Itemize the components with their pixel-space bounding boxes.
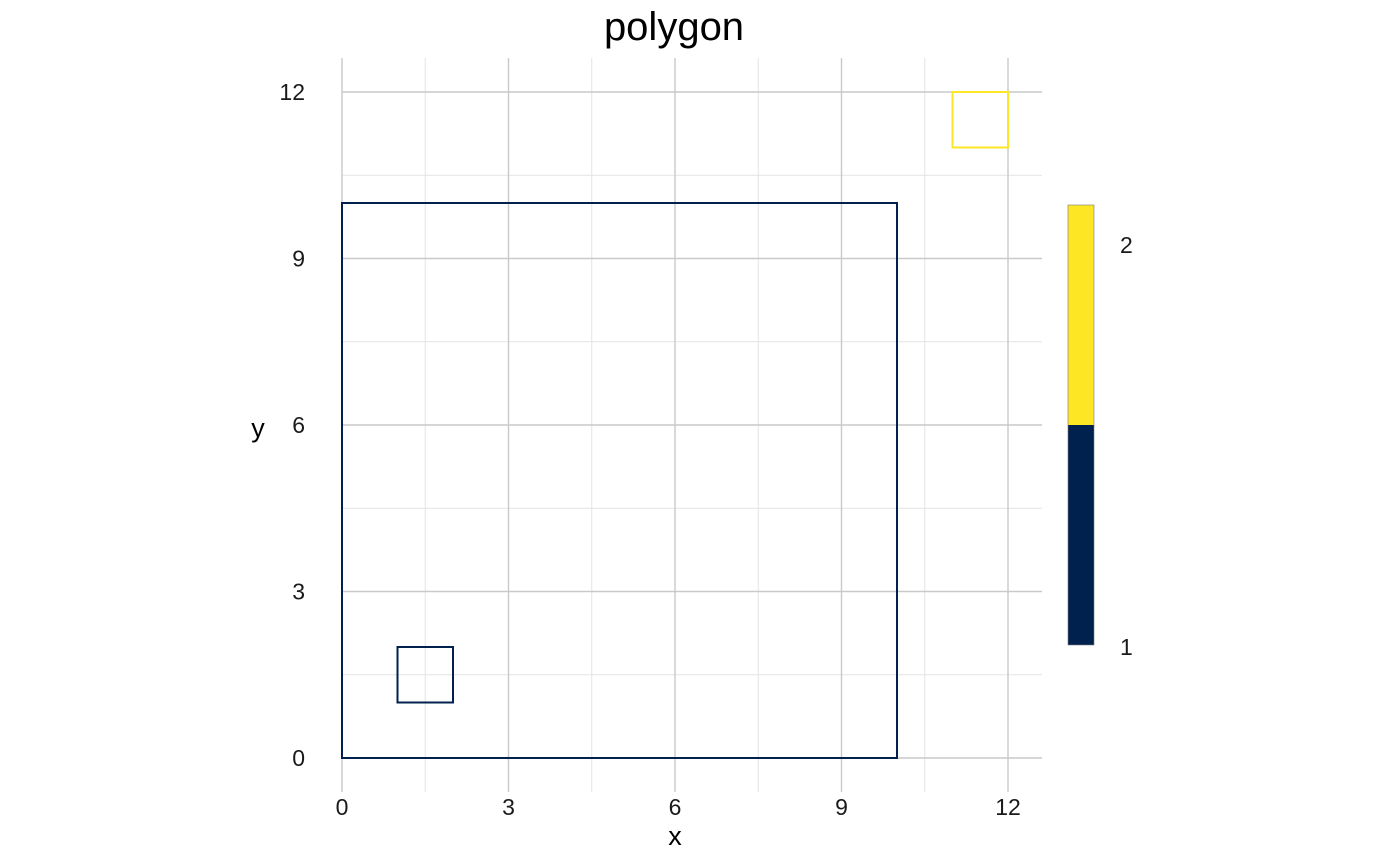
x-tick-label: 6 bbox=[669, 794, 682, 820]
polygons bbox=[341, 91, 1009, 759]
x-tick-label: 12 bbox=[995, 794, 1021, 820]
legend-swatch-2 bbox=[1068, 205, 1094, 425]
x-tick-label: 0 bbox=[336, 794, 349, 820]
y-tick-label: 9 bbox=[292, 246, 305, 272]
y-tick-label: 12 bbox=[279, 79, 305, 105]
legend-swatch-1 bbox=[1068, 425, 1094, 645]
polygon-1-inner bbox=[396, 646, 454, 704]
polygon-2 bbox=[951, 91, 1009, 149]
legend: 21 bbox=[1067, 204, 1133, 660]
y-tick-label: 6 bbox=[292, 412, 305, 438]
grid bbox=[341, 58, 1042, 792]
y-tick-label: 3 bbox=[292, 579, 305, 605]
x-tick-label: 3 bbox=[502, 794, 515, 820]
legend-frame bbox=[1067, 204, 1095, 646]
y-tick-label: 0 bbox=[292, 745, 305, 771]
x-axis-title: x bbox=[668, 821, 682, 851]
chart-title: polygon bbox=[604, 5, 744, 49]
x-tick-label: 9 bbox=[835, 794, 848, 820]
y-axis-title: y bbox=[251, 413, 265, 443]
axis-ticks: 0 3 6 9 12 0 3 6 9 12 bbox=[279, 79, 1020, 820]
legend-label-2: 2 bbox=[1120, 232, 1133, 258]
polygon-1-outer bbox=[341, 202, 898, 759]
legend-label-1: 1 bbox=[1120, 634, 1133, 660]
